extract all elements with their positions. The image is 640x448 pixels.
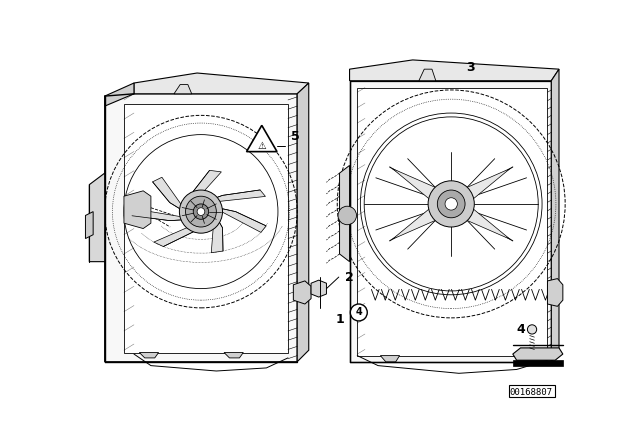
Polygon shape xyxy=(211,215,223,253)
Circle shape xyxy=(527,325,537,334)
Polygon shape xyxy=(134,73,308,94)
Polygon shape xyxy=(124,191,151,228)
Polygon shape xyxy=(191,170,221,205)
Polygon shape xyxy=(152,177,186,212)
Text: 2: 2 xyxy=(345,271,354,284)
Polygon shape xyxy=(551,69,559,362)
Polygon shape xyxy=(349,81,551,362)
Polygon shape xyxy=(392,168,444,199)
Text: 4: 4 xyxy=(516,323,525,336)
Polygon shape xyxy=(419,69,436,81)
Text: 00168807: 00168807 xyxy=(509,388,552,397)
Polygon shape xyxy=(214,207,266,233)
Polygon shape xyxy=(105,94,297,362)
Text: 5: 5 xyxy=(291,130,300,143)
Text: 4: 4 xyxy=(355,307,362,318)
Polygon shape xyxy=(224,353,243,358)
Polygon shape xyxy=(132,208,192,220)
Polygon shape xyxy=(105,83,134,106)
Polygon shape xyxy=(340,165,349,262)
Polygon shape xyxy=(459,209,510,239)
Polygon shape xyxy=(174,85,192,94)
Circle shape xyxy=(186,196,216,227)
Polygon shape xyxy=(293,281,311,304)
Polygon shape xyxy=(86,211,93,238)
Polygon shape xyxy=(246,125,277,151)
Polygon shape xyxy=(380,356,399,362)
Polygon shape xyxy=(349,60,559,81)
Polygon shape xyxy=(392,209,444,239)
Polygon shape xyxy=(297,83,308,362)
Polygon shape xyxy=(204,190,266,203)
Polygon shape xyxy=(357,88,547,356)
Circle shape xyxy=(197,208,205,215)
Polygon shape xyxy=(154,220,205,246)
Polygon shape xyxy=(513,348,563,360)
Bar xyxy=(509,385,555,397)
Circle shape xyxy=(193,204,209,220)
Text: 1: 1 xyxy=(336,313,344,326)
Circle shape xyxy=(437,190,465,218)
Polygon shape xyxy=(140,353,159,358)
Circle shape xyxy=(445,198,458,210)
Text: 3: 3 xyxy=(467,61,476,74)
Polygon shape xyxy=(90,173,105,262)
Circle shape xyxy=(179,190,223,233)
Circle shape xyxy=(428,181,474,227)
Polygon shape xyxy=(459,168,510,199)
Polygon shape xyxy=(513,360,563,366)
Polygon shape xyxy=(124,104,288,353)
Circle shape xyxy=(350,304,367,321)
Polygon shape xyxy=(547,279,563,306)
Polygon shape xyxy=(311,280,326,297)
Circle shape xyxy=(338,206,356,225)
Text: ⚠: ⚠ xyxy=(257,141,266,151)
